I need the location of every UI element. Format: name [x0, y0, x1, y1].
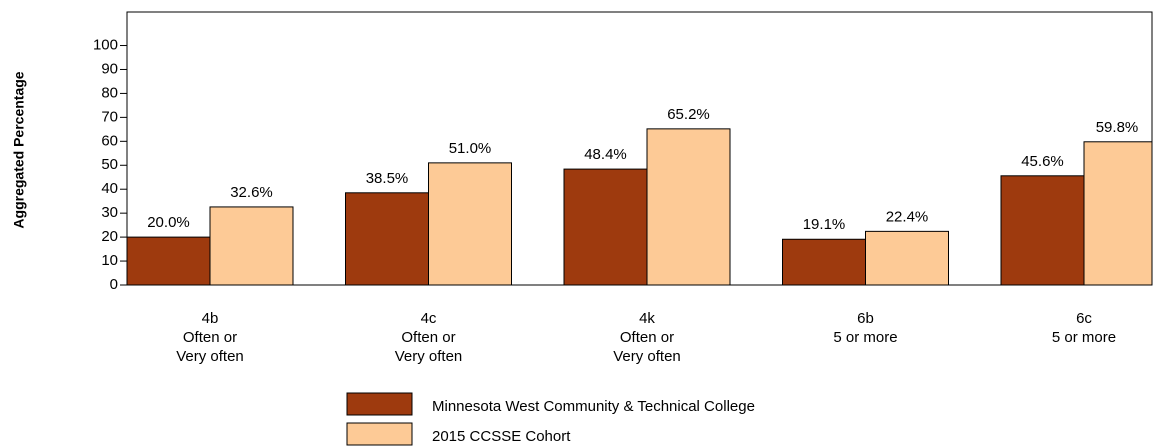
value-label: 48.4%: [584, 146, 627, 163]
y-tick-label: 20: [101, 228, 118, 245]
x-tick-label: Very often: [395, 348, 463, 365]
bar: [1083, 141, 1153, 286]
legend-label: 2015 CCSSE Cohort: [432, 428, 571, 445]
x-tick-label: 4k: [639, 310, 655, 327]
x-tick-label: 4b: [202, 310, 219, 327]
y-axis-label: Aggregated Percentage: [11, 71, 27, 228]
y-tick-label: 70: [101, 108, 118, 125]
value-label: 38.5%: [366, 170, 409, 187]
x-tick-label: Very often: [176, 348, 244, 365]
value-label: 32.6%: [230, 184, 273, 201]
value-label: 45.6%: [1021, 153, 1064, 170]
bar: [126, 236, 211, 286]
y-tick-label: 90: [101, 60, 118, 77]
bar: [646, 128, 731, 286]
y-tick-label: 60: [101, 132, 118, 149]
value-label: 22.4%: [886, 208, 929, 225]
legend-swatch: [346, 422, 413, 446]
bar: [782, 238, 866, 286]
value-label: 65.2%: [667, 106, 710, 123]
y-tick-label: 10: [101, 252, 118, 269]
legend-label: Minnesota West Community & Technical Col…: [432, 398, 755, 415]
legend-swatch: [346, 392, 413, 416]
bar: [209, 206, 294, 286]
y-tick-label: 30: [101, 204, 118, 221]
value-label: 51.0%: [449, 140, 492, 157]
bar: [345, 192, 429, 286]
bar: [428, 162, 512, 286]
bar: [865, 230, 949, 286]
x-tick-label: Often or: [401, 329, 455, 346]
y-tick-label: 50: [101, 156, 118, 173]
value-label: 59.8%: [1096, 119, 1139, 136]
x-tick-label: Very often: [613, 348, 681, 365]
x-tick-label: Often or: [183, 329, 237, 346]
value-label: 20.0%: [147, 214, 190, 231]
y-tick-label: 0: [110, 276, 118, 293]
x-tick-label: Often or: [620, 329, 674, 346]
x-tick-label: 4c: [421, 310, 437, 327]
x-tick-label: 6b: [857, 310, 874, 327]
x-tick-label: 5 or more: [1052, 329, 1116, 346]
x-tick-label: 5 or more: [833, 329, 897, 346]
y-tick-label: 80: [101, 84, 118, 101]
x-tick-label: 6c: [1076, 310, 1092, 327]
y-tick-label: 100: [93, 36, 118, 53]
value-label: 19.1%: [803, 216, 846, 233]
bar: [1000, 175, 1085, 286]
bar: [563, 168, 648, 286]
y-tick-label: 40: [101, 180, 118, 197]
